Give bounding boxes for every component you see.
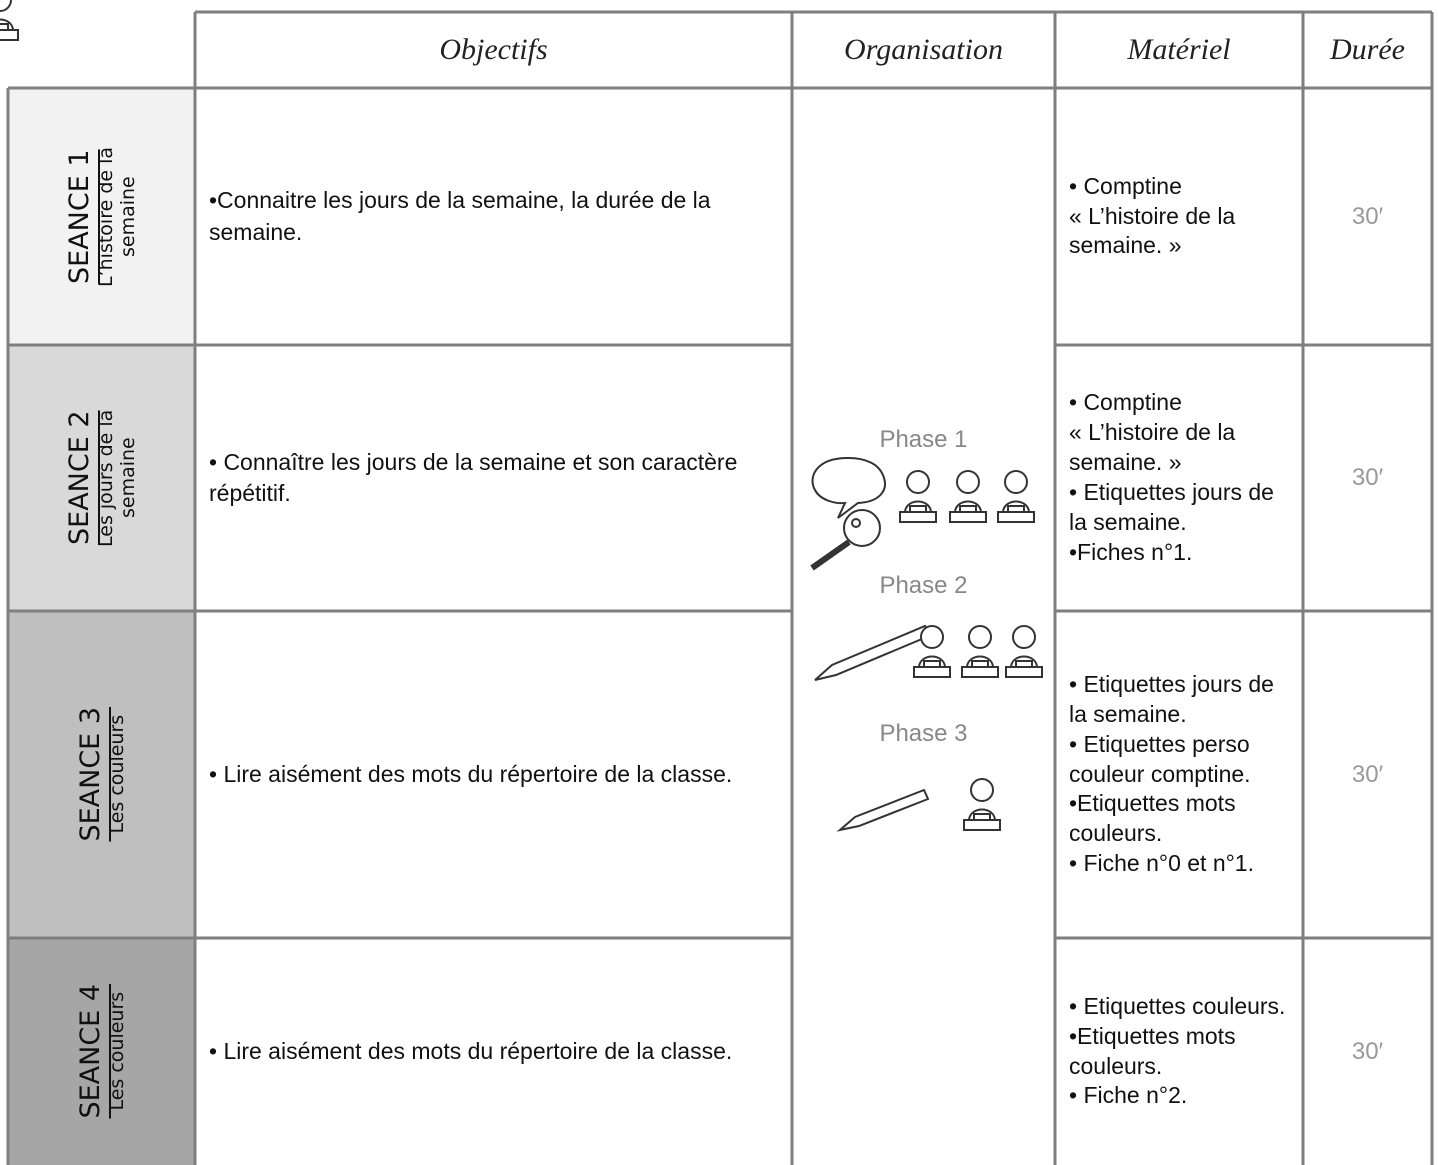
session-number: SEANCE 3 xyxy=(75,707,106,842)
material-item: •Etiquettes mots couleurs. xyxy=(1069,1022,1236,1079)
duration: 30′ xyxy=(1351,202,1384,230)
material-item: • Etiquettes couleurs. xyxy=(1069,992,1286,1019)
material-item: • Fiche n°2. xyxy=(1069,1082,1188,1109)
session-title: L’histoire de la semaine xyxy=(95,146,139,287)
session-label: SEANCE 3 Les couleurs xyxy=(8,611,195,938)
phase-label: Phase 3 xyxy=(879,720,968,747)
session-title: Les couleurs xyxy=(106,992,128,1111)
session-label: SEANCE 2 Les jours de la semaine xyxy=(8,345,195,611)
organisation-icons xyxy=(0,0,1043,832)
objective: •Connaitre les jours de la semaine, la d… xyxy=(209,187,711,245)
material-item: • Etiquettes perso couleur comptine. xyxy=(1069,730,1251,787)
material: • Comptine « L’histoire de la semaine. » xyxy=(1055,88,1303,345)
material: • Comptine « L’histoire de la semaine. » •… xyxy=(1055,345,1303,611)
duration: 30′ xyxy=(1351,760,1384,788)
material-item: « L’histoire de la semaine. » xyxy=(1069,202,1236,259)
session-cell xyxy=(8,88,195,345)
session-cell xyxy=(8,938,195,1165)
session-text: SEANCE 2 Les jours de la semaine xyxy=(64,378,139,578)
header-cell: Organisation xyxy=(844,33,1003,66)
material-item: « L’histoire de la semaine. » xyxy=(1069,419,1236,476)
session-text: SEANCE 1 L’histoire de la semaine xyxy=(64,117,139,317)
header-cell: Durée xyxy=(1330,33,1405,66)
material: • Etiquettes jours de la semaine. • Etiqu… xyxy=(1055,611,1303,938)
session-cell xyxy=(8,345,195,611)
objective: • Connaître les jours de la semaine et s… xyxy=(209,448,738,506)
header-cell: Matériel xyxy=(1127,33,1231,66)
session-number: SEANCE 2 xyxy=(64,410,95,546)
session-text: SEANCE 4 Les couleurs xyxy=(75,984,128,1119)
session-title: Les couleurs xyxy=(106,715,128,834)
header-cell: Objectifs xyxy=(439,33,548,66)
duration: 30′ xyxy=(1351,464,1384,491)
material-item: • Etiquettes jours de la semaine. xyxy=(1069,479,1274,535)
objective: • Lire aisément des mots du répertoire d… xyxy=(209,1037,733,1064)
material-item: • Fiche n°0 et n°1. xyxy=(1069,850,1254,877)
material-item: • Comptine xyxy=(1069,389,1182,416)
session-label: SEANCE 4 Les couleurs xyxy=(8,938,195,1165)
session-text: SEANCE 3 Les couleurs xyxy=(75,707,128,842)
duration: 30′ xyxy=(1351,1037,1384,1065)
material: • Etiquettes couleurs. •Etiquettes mots c… xyxy=(1055,938,1303,1165)
objective: • Lire aisément des mots du répertoire d… xyxy=(209,760,733,787)
phase-label: Phase 1 xyxy=(879,426,968,453)
session-number: SEANCE 1 xyxy=(64,149,95,284)
session-number: SEANCE 4 xyxy=(75,984,106,1119)
session-title: Les jours de la semaine xyxy=(95,409,139,547)
session-label: SEANCE 1 L’histoire de la semaine xyxy=(8,88,195,345)
material-item: • Etiquettes jours de la semaine. xyxy=(1069,670,1274,727)
phase-label: Phase 2 xyxy=(879,572,968,599)
material-item: •Fiches n°1. xyxy=(1069,538,1193,565)
material-item: • Comptine xyxy=(1069,172,1182,199)
session-cell xyxy=(8,611,195,938)
material-item: •Etiquettes mots couleurs. xyxy=(1069,790,1236,847)
